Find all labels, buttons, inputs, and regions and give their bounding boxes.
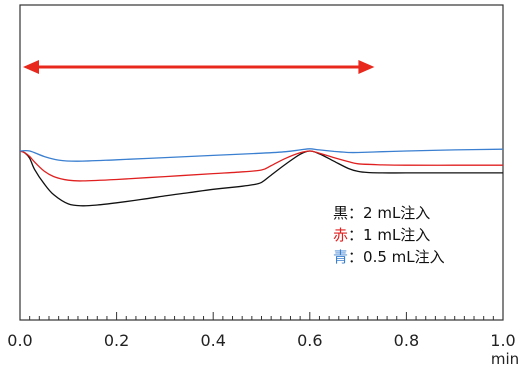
x-tick-label: 0.2 <box>104 331 129 350</box>
x-tick-label: 0.0 <box>7 331 32 350</box>
legend-entry: 青：0.5 mL注入 <box>333 248 445 266</box>
series-line-0 <box>19 150 503 207</box>
series-line-1 <box>19 150 503 182</box>
series-lines <box>19 148 504 207</box>
series-line-2 <box>19 148 504 162</box>
span-arrow-head-right <box>358 60 375 74</box>
legend-entry: 黒：2 mL注入 <box>333 204 430 222</box>
legend-separator: ： <box>348 204 363 222</box>
x-tick-label: 0.4 <box>200 331 225 350</box>
legend-separator: ： <box>348 248 363 266</box>
legend-color-word: 青 <box>333 248 348 266</box>
x-unit-label: min <box>491 350 519 368</box>
legend-entry: 赤：1 mL注入 <box>333 226 430 244</box>
tick-marks <box>19 312 504 320</box>
span-arrow-head-left <box>23 60 39 74</box>
x-tick-label: 0.8 <box>394 331 419 350</box>
legend-series-name: 2 mL注入 <box>363 204 430 222</box>
x-tick-labels: 0.0 0.2 0.4 0.6 0.8 1.0 <box>7 331 515 350</box>
legend-separator: ： <box>348 226 363 244</box>
legend-series-name: 1 mL注入 <box>363 226 430 244</box>
legend-color-word: 黒 <box>333 204 348 222</box>
x-tick-label: 0.6 <box>297 331 322 350</box>
x-tick-label: 1.0 <box>490 331 515 350</box>
legend-series-name: 0.5 mL注入 <box>363 248 445 266</box>
span-arrow <box>23 60 375 74</box>
legend-color-word: 赤 <box>333 226 348 244</box>
plot-frame <box>19 4 504 321</box>
